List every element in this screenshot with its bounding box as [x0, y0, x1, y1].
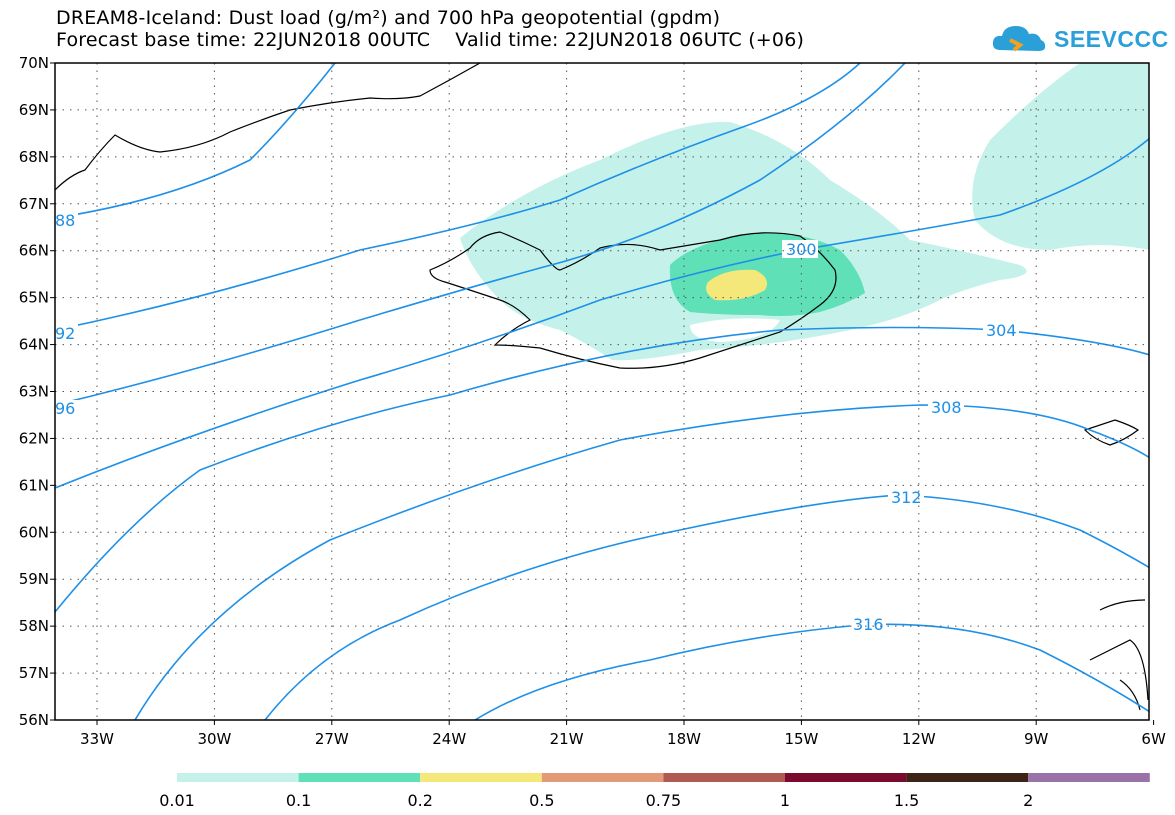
contour-label: 96	[55, 399, 75, 418]
longitude-label: 15W	[784, 730, 818, 748]
latitude-label: 66N	[19, 242, 49, 260]
map-title: DREAM8-Iceland: Dust load (g/m²) and 700…	[56, 7, 721, 29]
latitude-label: 59N	[19, 570, 49, 588]
legend-tick-label: 0.2	[407, 791, 432, 810]
latitude-label: 68N	[19, 148, 49, 166]
longitude-label: 9W	[1024, 730, 1049, 748]
graticule	[55, 63, 1149, 720]
legend-tick-label: 1.5	[894, 791, 919, 810]
contour-label: 88	[55, 211, 75, 230]
latitude-label: 61N	[19, 476, 49, 494]
legend-tick-label: 0.1	[286, 791, 311, 810]
latitude-label: 70N	[19, 54, 49, 72]
legend-swatch	[541, 773, 664, 782]
latitude-label: 69N	[19, 101, 49, 119]
legend-swatch	[420, 773, 542, 782]
contour-label: 308	[931, 398, 962, 417]
contour-label: 316	[853, 615, 884, 634]
latitude-label: 60N	[19, 523, 49, 541]
contour-308	[134, 404, 1149, 720]
latitude-label: 65N	[19, 289, 49, 307]
legend-tick-label: 0.75	[646, 791, 682, 810]
legend-swatch	[1028, 773, 1150, 782]
contour-labels: 88 92 96 300 304 308 312 316	[55, 211, 1019, 634]
legend-swatch	[177, 773, 299, 782]
longitude-label: 6W	[1141, 730, 1166, 748]
latitude-label: 56N	[19, 711, 49, 729]
legend-tick-label: 0.5	[529, 791, 554, 810]
logo-text: SEEVCCC	[1054, 26, 1169, 52]
longitude-label: 12W	[902, 730, 936, 748]
contour-292	[55, 63, 861, 331]
latitude-label: 62N	[19, 429, 49, 447]
legend-tick-label: 1	[780, 791, 790, 810]
cloud-icon	[992, 26, 1046, 52]
contour-label: 312	[891, 488, 922, 507]
latitude-labels: 70N 69N 68N 67N 66N 65N 64N 63N 62N 61N 60N 59N 58N 5…	[19, 54, 49, 729]
longitude-label: 27W	[315, 730, 349, 748]
forecast-time-subtitle: Forecast base time: 22JUN2018 00UTC Vali…	[56, 29, 805, 51]
contour-300	[55, 137, 1149, 489]
latitude-label: 67N	[19, 195, 49, 213]
legend-swatch	[663, 773, 785, 782]
contour-288	[55, 63, 336, 219]
legend-swatch	[785, 773, 907, 782]
legend-labels: 0.01 0.1 0.2 0.5 0.75 1 1.5 2	[159, 791, 1033, 810]
legend-colorbar	[177, 773, 1150, 782]
longitude-labels: 33W 30W 27W 24W 21W 18W 15W 12W 9W 6W	[80, 730, 1166, 748]
longitude-label: 24W	[432, 730, 466, 748]
contour-label: 92	[55, 324, 75, 343]
longitude-label: 30W	[197, 730, 231, 748]
legend-tick-label: 2	[1023, 791, 1033, 810]
longitude-label: 21W	[550, 730, 584, 748]
contour-312	[264, 494, 1149, 720]
contour-label: 304	[986, 321, 1017, 340]
legend-swatch	[298, 773, 421, 782]
axis-ticks	[50, 62, 1155, 725]
seevccc-logo: SEEVCCC	[990, 18, 1170, 58]
longitude-label: 18W	[667, 730, 701, 748]
legend-swatch	[906, 773, 1029, 782]
latitude-label: 63N	[19, 383, 49, 401]
latitude-label: 57N	[19, 664, 49, 682]
contour-label: 300	[786, 240, 817, 259]
longitude-label: 33W	[80, 730, 114, 748]
contour-296	[55, 63, 906, 406]
legend-tick-label: 0.01	[159, 791, 195, 810]
latitude-label: 64N	[19, 336, 49, 354]
latitude-label: 58N	[19, 617, 49, 635]
